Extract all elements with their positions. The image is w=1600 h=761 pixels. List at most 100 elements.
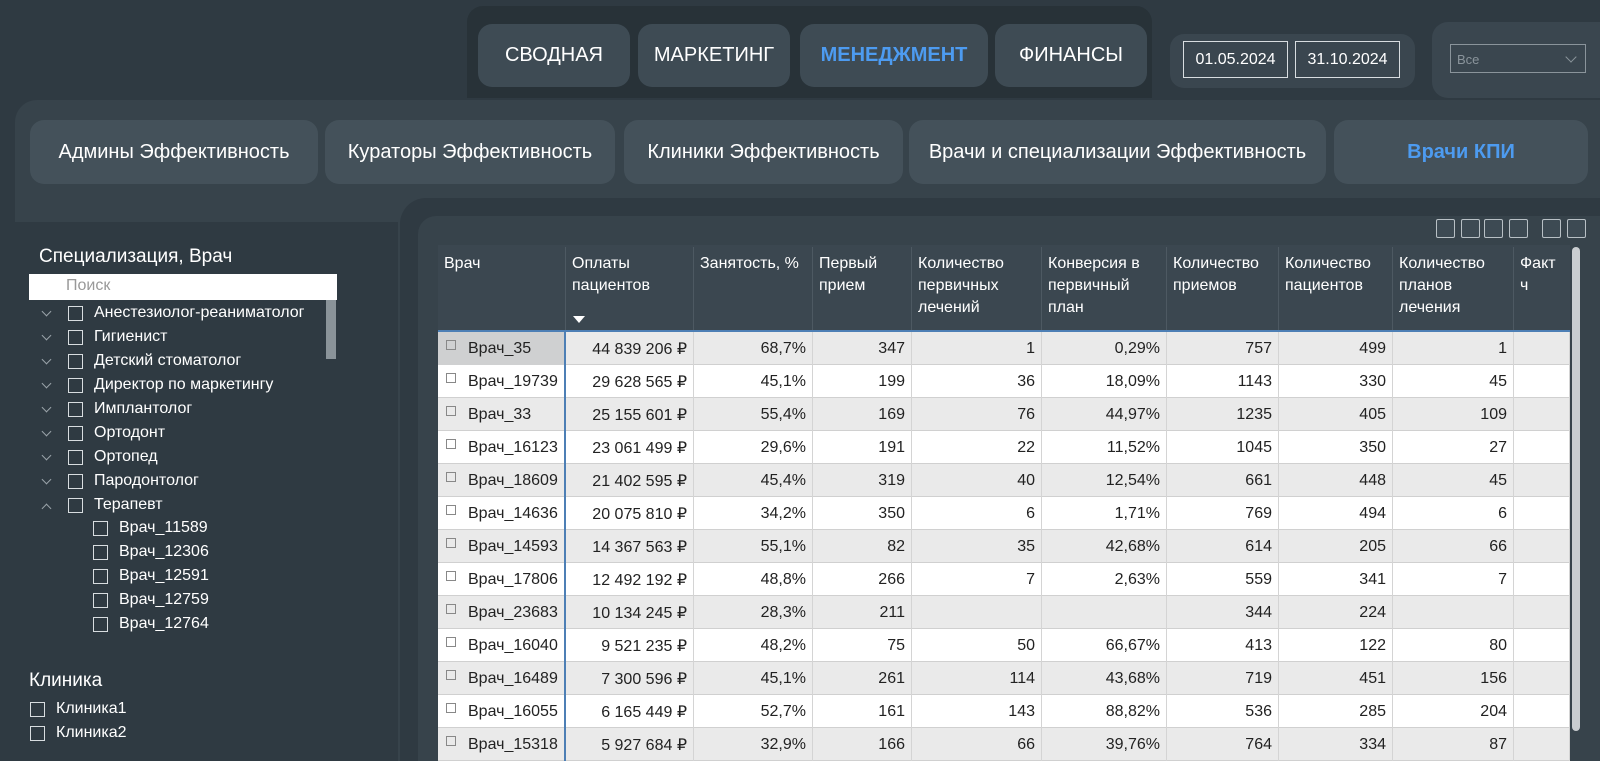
filter-item[interactable]: Гигиенист: [94, 328, 168, 345]
sub-tab[interactable]: Врачи и специализации Эффективность: [909, 120, 1326, 184]
filter-item[interactable]: Детский стоматолог: [94, 352, 242, 369]
column-header[interactable]: Количество пациентов: [1279, 247, 1393, 331]
checkbox[interactable]: [68, 498, 83, 513]
checkbox[interactable]: [93, 545, 108, 560]
table-row[interactable]: [438, 398, 1570, 431]
expand-icon[interactable]: [446, 406, 456, 416]
table-cell[interactable]: Врач_18609: [438, 464, 566, 497]
expand-icon[interactable]: [446, 637, 456, 647]
table-cell[interactable]: Врач_33: [438, 398, 566, 431]
filter-item[interactable]: Пародонтолог: [94, 472, 199, 489]
checkbox[interactable]: [93, 521, 108, 536]
filter-item[interactable]: Врач_12591: [119, 567, 209, 584]
checkbox[interactable]: [68, 306, 83, 321]
checkbox[interactable]: [68, 378, 83, 393]
table-row[interactable]: [438, 563, 1570, 596]
table-row[interactable]: [438, 365, 1570, 398]
expand-icon[interactable]: [446, 439, 456, 449]
table-cell[interactable]: Врач_16055: [438, 695, 566, 728]
table-cell[interactable]: Врач_35: [438, 332, 566, 365]
expand-icon[interactable]: [446, 538, 456, 548]
table-row[interactable]: [438, 332, 1570, 365]
nav-tab[interactable]: СВОДНАЯ: [478, 24, 630, 87]
expand-icon[interactable]: [446, 571, 456, 581]
toolbar-icon[interactable]: [1436, 219, 1455, 238]
column-header[interactable]: Количество первичных лечений: [912, 247, 1042, 331]
checkbox[interactable]: [93, 593, 108, 608]
filter-item[interactable]: Клиника1: [56, 700, 127, 717]
checkbox[interactable]: [93, 569, 108, 584]
table-cell[interactable]: Врач_17806: [438, 563, 566, 596]
date-input[interactable]: 01.05.2024: [1183, 41, 1288, 78]
expand-icon[interactable]: [446, 340, 456, 350]
table-cell[interactable]: Врач_16489: [438, 662, 566, 695]
filter-item[interactable]: Терапевт: [94, 496, 163, 513]
expand-icon[interactable]: [446, 505, 456, 515]
filter-item[interactable]: Врач_12759: [119, 591, 209, 608]
table-cell[interactable]: Врач_16123: [438, 431, 566, 464]
nav-tab[interactable]: МЕНЕДЖМЕНТ: [800, 24, 988, 87]
nav-tab[interactable]: ФИНАНСЫ: [995, 24, 1147, 87]
column-header[interactable]: Занятость, %: [694, 247, 813, 331]
table-row[interactable]: [438, 464, 1570, 497]
filter-item[interactable]: Анестезиолог-реаниматолог: [94, 304, 305, 321]
sub-tab[interactable]: Клиники Эффективность: [624, 120, 903, 184]
table-cell[interactable]: Врач_16040: [438, 629, 566, 662]
filter-item[interactable]: Врач_12306: [119, 543, 209, 560]
checkbox[interactable]: [68, 450, 83, 465]
filter-item[interactable]: Клиника2: [56, 724, 127, 741]
sub-tab[interactable]: Кураторы Эффективность: [325, 120, 615, 184]
column-header[interactable]: Оплаты пациентов: [566, 247, 694, 331]
filter-item[interactable]: Имплантолог: [94, 400, 193, 417]
search-box[interactable]: Поиск: [29, 274, 337, 300]
expand-icon[interactable]: [446, 703, 456, 713]
filter-item[interactable]: Врач_12764: [119, 615, 209, 632]
expand-icon[interactable]: [446, 736, 456, 746]
sub-tab[interactable]: Врачи КПИ: [1334, 120, 1588, 184]
filter-item[interactable]: Директор по маркетингу: [94, 376, 274, 393]
table-row[interactable]: [438, 596, 1570, 629]
date-input[interactable]: 31.10.2024: [1295, 41, 1400, 78]
table-cell[interactable]: Врач_23683: [438, 596, 566, 629]
column-header[interactable]: Конверсия в первичный план: [1042, 247, 1167, 331]
checkbox[interactable]: [30, 726, 45, 741]
checkbox[interactable]: [93, 617, 108, 632]
expand-icon[interactable]: [446, 373, 456, 383]
table-row[interactable]: [438, 629, 1570, 662]
checkbox[interactable]: [68, 426, 83, 441]
dropdown[interactable]: Все: [1450, 44, 1586, 73]
toolbar-icon[interactable]: [1461, 219, 1480, 238]
table-row[interactable]: [438, 695, 1570, 728]
column-header[interactable]: Первый прием: [813, 247, 912, 331]
toolbar-icon[interactable]: [1509, 219, 1528, 238]
table-cell[interactable]: Врач_15318: [438, 728, 566, 761]
column-header[interactable]: Врач: [438, 247, 566, 331]
expand-icon[interactable]: [446, 472, 456, 482]
table-cell[interactable]: Врач_14636: [438, 497, 566, 530]
checkbox[interactable]: [68, 402, 83, 417]
sub-tab[interactable]: Админы Эффективность: [30, 120, 318, 184]
toolbar-icon[interactable]: [1567, 219, 1586, 238]
table-row[interactable]: [438, 530, 1570, 563]
table-cell[interactable]: Врач_14593: [438, 530, 566, 563]
expand-icon[interactable]: [446, 604, 456, 614]
checkbox[interactable]: [30, 702, 45, 717]
filter-item[interactable]: Ортопед: [94, 448, 158, 465]
column-header[interactable]: Количество приемов: [1167, 247, 1279, 331]
checkbox[interactable]: [68, 474, 83, 489]
column-header[interactable]: Количество планов лечения: [1393, 247, 1514, 331]
expand-icon[interactable]: [446, 670, 456, 680]
checkbox[interactable]: [68, 330, 83, 345]
column-header[interactable]: Факт ч: [1520, 255, 1556, 294]
filter-item[interactable]: Ортодонт: [94, 424, 166, 441]
table-scrollbar[interactable]: [1572, 247, 1580, 731]
filter-item[interactable]: Врач_11589: [119, 519, 208, 536]
table-row[interactable]: [438, 662, 1570, 695]
table-cell[interactable]: Врач_19739: [438, 365, 566, 398]
table-row[interactable]: [438, 431, 1570, 464]
toolbar-icon[interactable]: [1484, 219, 1503, 238]
table-row[interactable]: [438, 497, 1570, 530]
nav-tab[interactable]: МАРКЕТИНГ: [638, 24, 790, 87]
checkbox[interactable]: [68, 354, 83, 369]
toolbar-icon[interactable]: [1542, 219, 1561, 238]
